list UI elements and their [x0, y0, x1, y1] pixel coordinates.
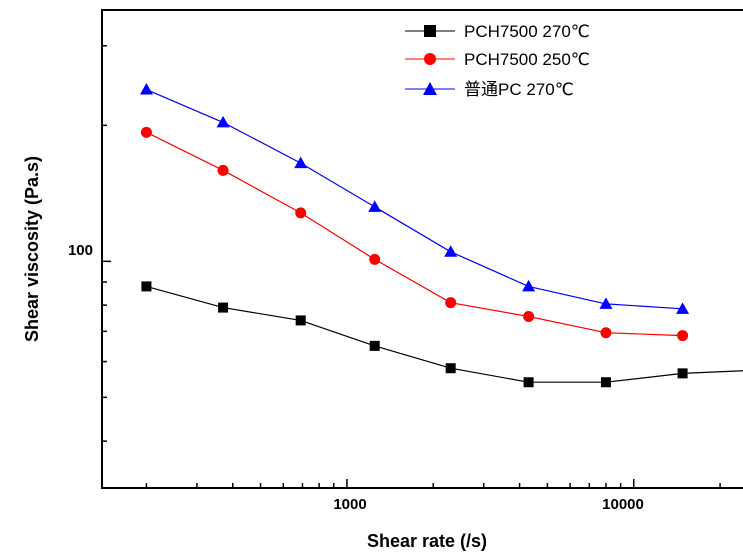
legend-label-pch7500-270: PCH7500 270℃ — [464, 22, 590, 41]
y-tick-label-100: 100 — [68, 242, 93, 259]
data-point-square — [369, 340, 380, 351]
data-point-circle — [600, 327, 612, 339]
data-point-circle — [295, 207, 307, 219]
data-point-triangle — [294, 156, 308, 169]
legend-marker-circle — [424, 53, 436, 65]
series-layer — [139, 83, 743, 388]
legend: PCH7500 270℃ PCH7500 250℃ 普通PC 270℃ — [405, 22, 590, 99]
data-point-triangle — [444, 245, 458, 257]
legend-label-pc-270: 普通PC 270℃ — [464, 80, 574, 99]
series-1 — [141, 281, 743, 388]
data-point-square — [141, 281, 152, 292]
x-tick-label-1000: 1000 — [333, 496, 366, 513]
legend-item-pc-270: 普通PC 270℃ — [405, 80, 574, 99]
data-point-circle — [677, 330, 689, 342]
legend-label-pch7500-250: PCH7500 250℃ — [464, 50, 590, 69]
data-point-square — [218, 302, 229, 313]
legend-marker-square — [424, 25, 436, 37]
series-3 — [139, 83, 690, 314]
data-point-square — [523, 377, 534, 388]
data-point-triangle — [676, 302, 690, 314]
legend-item-pch7500-250: PCH7500 250℃ — [405, 50, 590, 69]
x-axis-title: Shear rate (/s) — [367, 531, 487, 551]
series-line-3 — [146, 89, 683, 310]
legend-marker-triangle — [423, 82, 437, 95]
data-point-square — [295, 315, 306, 326]
data-point-square — [600, 377, 611, 388]
data-point-circle — [140, 126, 152, 138]
data-point-square — [445, 363, 456, 374]
data-point-triangle — [216, 115, 230, 128]
data-point-triangle — [522, 279, 536, 292]
data-point-circle — [445, 297, 457, 309]
data-point-circle — [523, 310, 535, 322]
series-line-2 — [146, 131, 683, 337]
series-2 — [140, 126, 689, 342]
data-point-circle — [217, 164, 229, 176]
data-point-triangle — [368, 200, 382, 212]
data-point-square — [677, 368, 688, 379]
y-axis-title: Shear viscosity (Pa.s) — [22, 156, 42, 342]
x-tick-label-10000: 10000 — [602, 496, 644, 513]
ticks-layer — [102, 45, 721, 488]
legend-item-pch7500-270: PCH7500 270℃ — [405, 22, 590, 41]
data-point-triangle — [599, 297, 613, 309]
plot-frame — [101, 9, 743, 489]
data-point-triangle — [139, 83, 153, 95]
data-point-circle — [369, 253, 381, 265]
